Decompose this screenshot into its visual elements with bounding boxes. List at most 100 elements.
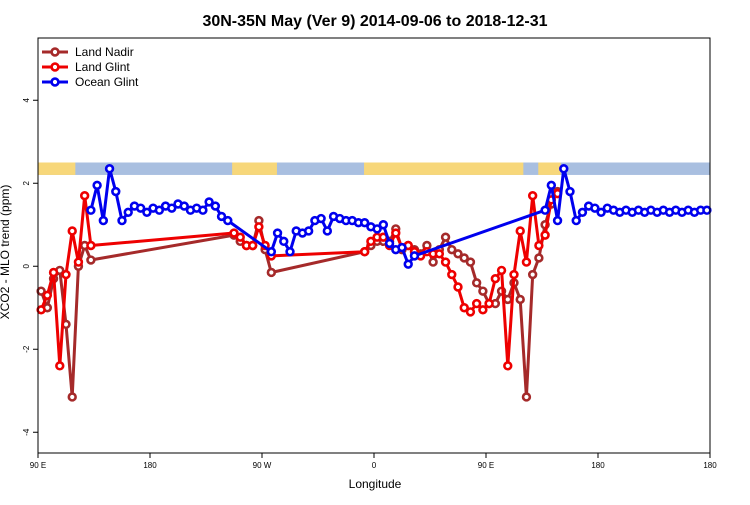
ocean-glint-point	[596, 207, 606, 218]
x-axis-label: Longitude	[349, 477, 402, 491]
ocean-glint-point	[223, 215, 233, 226]
land-glint-point	[509, 269, 519, 280]
land-glint-point	[515, 226, 525, 236]
ocean-glint-point	[123, 207, 133, 218]
ocean-glint-point	[104, 164, 115, 174]
ocean-glint-point	[210, 201, 221, 211]
x-tick-label: 90 E	[478, 461, 494, 470]
land-nadir-point	[515, 294, 525, 305]
ocean-glint-point	[204, 197, 214, 207]
land-glint-point	[478, 305, 488, 315]
land-glint-point	[503, 361, 513, 371]
ocean-glint-point	[285, 247, 295, 257]
ocean-glint-point	[111, 186, 121, 197]
land-nadir-point	[527, 269, 538, 280]
land-glint-point	[55, 361, 65, 371]
ocean-glint-point	[316, 213, 326, 224]
land-glint-legend-marker	[50, 62, 60, 72]
land-band	[364, 162, 524, 175]
ocean-glint-point	[359, 217, 370, 228]
land-glint-point	[391, 228, 401, 238]
land-glint-point	[67, 226, 77, 236]
ocean-glint-point	[303, 226, 314, 236]
land-glint-point	[496, 265, 507, 276]
land-band	[538, 162, 561, 175]
land-glint-point	[447, 269, 457, 280]
land-glint-point	[36, 305, 46, 315]
ocean-glint-point	[167, 203, 177, 213]
land-nadir-point	[521, 392, 532, 402]
land-nadir-point	[471, 278, 482, 288]
x-tick-label: 180	[591, 461, 605, 470]
land-nadir-point	[459, 253, 469, 263]
land-glint-point	[229, 228, 239, 238]
land-nadir-legend-label: Land Nadir	[75, 45, 134, 59]
land-band	[38, 162, 76, 175]
ocean-glint-point	[565, 186, 575, 197]
ocean-glint-point	[577, 207, 588, 218]
ocean-glint-point	[540, 205, 550, 215]
land-nadir-point	[465, 257, 476, 267]
ocean-glint-point	[397, 242, 407, 253]
x-tick-label: 180	[143, 461, 157, 470]
land-glint-point	[465, 307, 476, 317]
land-glint-series	[36, 188, 563, 371]
landmask-strip	[38, 162, 710, 175]
y-tick-label: 0	[22, 263, 31, 268]
land-glint-point	[440, 257, 451, 267]
land-nadir-point	[440, 232, 451, 242]
land-glint-point	[235, 232, 245, 242]
land-nadir-point	[503, 294, 513, 305]
land-glint-point	[359, 247, 370, 257]
ocean-glint-point	[702, 205, 712, 215]
land-glint-point	[254, 222, 264, 232]
land-glint-point	[61, 269, 71, 280]
ocean-glint-point	[546, 180, 557, 191]
land-nadir-legend-marker	[50, 47, 60, 57]
ocean-glint-point	[590, 203, 600, 213]
land-glint-point	[247, 240, 258, 251]
ocean-glint-point	[559, 164, 569, 174]
land-nadir-point	[447, 244, 457, 255]
land-glint-legend-label: Land Glint	[75, 60, 130, 74]
y-tick-label: -4	[22, 428, 31, 436]
land-nadir-point	[428, 257, 438, 267]
land-nadir-point	[478, 286, 488, 296]
ocean-glint-point	[552, 215, 563, 226]
ocean-glint-point	[198, 205, 208, 215]
y-tick-label: 2	[22, 180, 31, 185]
land-nadir-point	[86, 255, 96, 265]
land-glint-point	[453, 282, 463, 292]
land-nadir-point	[67, 392, 77, 402]
ocean-glint-point	[179, 201, 189, 211]
y-tick-label: -2	[22, 345, 31, 353]
ocean-glint-legend-label: Ocean Glint	[75, 75, 139, 89]
land-glint-point	[540, 230, 550, 240]
y-axis-label: XCO2 - MLO trend (ppm)	[0, 185, 12, 320]
land-glint-point	[79, 191, 90, 201]
y-axis: -4 -2 0 2 4	[22, 97, 38, 436]
ocean-glint-point	[322, 226, 333, 236]
ocean-glint-point	[384, 238, 395, 249]
land-glint-point	[366, 236, 376, 247]
y-tick-label: 4	[22, 97, 31, 102]
plot-series	[36, 164, 712, 402]
x-tick-label: 180	[703, 461, 717, 470]
ocean-glint-point	[142, 207, 152, 218]
land-nadir-point	[453, 249, 463, 259]
ocean-glint-point	[135, 203, 146, 213]
land-glint-point	[527, 191, 538, 201]
ocean-glint-point	[266, 247, 277, 257]
x-axis: 90 E 180 90 W 0 90 E 180 180	[30, 453, 717, 470]
chart-title: 30N-35N May (Ver 9) 2014-09-06 to 2018-1…	[202, 13, 547, 30]
ocean-glint-point	[86, 205, 96, 215]
land-glint-point	[73, 257, 84, 267]
ocean-glint-point	[92, 180, 102, 191]
land-band	[232, 162, 277, 175]
land-glint-point	[490, 274, 501, 284]
ocean-glint-point	[216, 211, 227, 222]
land-glint-point	[434, 249, 445, 259]
